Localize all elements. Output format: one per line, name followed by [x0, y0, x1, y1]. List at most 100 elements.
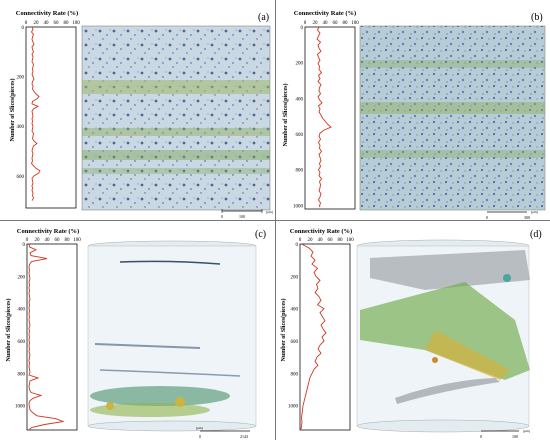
profile-plot-frame — [25, 26, 77, 209]
connected-pore-band — [360, 150, 545, 158]
y-tick-labels: 0 200 400 600 800 1000 — [288, 243, 299, 410]
large-pore — [106, 402, 114, 410]
connectivity-profile-line — [316, 26, 332, 208]
scale-tick-start: 0 — [221, 214, 223, 219]
chart-title: Connectivity Rate (%) — [290, 228, 352, 235]
scale-bar: 0 300 [μm] — [486, 210, 538, 220]
x-tick-label: 80 — [343, 21, 349, 26]
y-tick-label: 400 — [296, 97, 304, 102]
panel-divider-vertical — [275, 0, 276, 440]
connected-pore-band — [425, 330, 510, 380]
connected-pore-band — [360, 60, 545, 68]
y-tick-label: 400 — [291, 308, 299, 313]
y-tick-labels: 0 200 400 600 800 1000 — [293, 26, 304, 209]
y-tick-label: 1000 — [293, 204, 304, 209]
scale-unit: [μm] — [266, 210, 273, 214]
x-tick-label: 20 — [308, 238, 314, 243]
scale-tick-end: 100 — [239, 214, 245, 219]
y-tick-label: 800 — [291, 372, 299, 377]
panel-c-svg: Connectivity Rate (%) Number of Slices(p… — [5, 228, 266, 439]
x-tick-label: 40 — [323, 21, 329, 26]
y-tick-label: 800 — [296, 169, 304, 174]
scale-bar: 0 100 [μm] — [480, 429, 530, 439]
y-tick-label: 200 — [291, 275, 299, 280]
y-tick-label: 600 — [18, 340, 26, 345]
panel-b-svg: Connectivity Rate (%) Number of Slices(p… — [282, 10, 546, 220]
y-tick-labels: 0 200 400 600 800 1000 — [15, 243, 26, 410]
x-tick-label: 40 — [45, 238, 51, 243]
profile-plot-frame — [26, 243, 78, 431]
y-tick-label: 0 — [301, 26, 304, 31]
x-tick-label: 80 — [338, 238, 344, 243]
pore-texture — [82, 26, 270, 210]
y-tick-labels: 0 200 400 600 — [17, 26, 25, 180]
pore-cluster — [119, 260, 221, 265]
y-tick-label: 0 — [296, 243, 299, 248]
chart-title: Connectivity Rate (%) — [294, 10, 356, 17]
x-tick-label: 0 — [299, 238, 302, 243]
cylinder-bottom — [356, 419, 530, 433]
connectivity-profile-line — [28, 243, 65, 430]
profile-plot-frame — [299, 243, 351, 431]
x-tick-label: 20 — [35, 238, 41, 243]
x-tick-label: 100 — [346, 238, 354, 243]
connectivity-profile-line — [300, 243, 327, 430]
y-tick-label: 0 — [23, 243, 26, 248]
scale-tick-start: 0 — [486, 215, 488, 220]
pore-texture — [360, 26, 545, 210]
connected-pore-band — [82, 128, 270, 136]
y-tick-label: 1000 — [15, 405, 26, 410]
y-axis-label: Number of Slices(pieces) — [280, 299, 287, 362]
scale-unit: [μm] — [196, 426, 203, 430]
x-tick-label: 80 — [65, 238, 71, 243]
x-tick-labels: 0 20 40 60 80 100 — [299, 238, 355, 243]
panel-letter: (a) — [258, 12, 269, 23]
panel-c: Connectivity Rate (%) Number of Slices(p… — [0, 220, 275, 440]
panel-a: Connectivity Rate (%) Number of Slices(p… — [0, 0, 275, 220]
panel-letter: (d) — [530, 229, 542, 240]
profile-plot-frame — [304, 26, 356, 210]
connected-pore-band — [360, 102, 545, 114]
pore-cluster — [370, 250, 530, 290]
x-tick-label: 100 — [351, 21, 359, 26]
y-tick-label: 0 — [22, 26, 25, 31]
y-axis-label: Number of Slices(pieces) — [9, 79, 16, 142]
scale-tick-end: 100 — [512, 434, 518, 439]
connected-pore-band — [360, 282, 530, 380]
y-tick-label: 400 — [17, 125, 25, 130]
pore-cluster — [99, 369, 241, 377]
pore-cluster — [395, 378, 500, 404]
x-tick-label: 60 — [55, 238, 61, 243]
x-tick-label: 0 — [25, 21, 28, 26]
x-tick-label: 60 — [333, 21, 339, 26]
large-pore — [503, 274, 511, 282]
panel-d-svg: Connectivity Rate (%) Number of Slices(p… — [280, 228, 542, 439]
y-tick-label: 1000 — [288, 405, 299, 410]
y-axis-label: Number of Slices(pieces) — [5, 299, 12, 362]
chart-title: Connectivity Rate (%) — [17, 228, 79, 235]
connectivity-profile-line — [30, 26, 41, 201]
panel-letter: (c) — [255, 229, 266, 240]
x-tick-labels: 0 20 40 60 80 100 — [25, 21, 81, 26]
cylinder-bottom — [87, 420, 257, 432]
x-tick-label: 0 — [26, 238, 29, 243]
y-tick-label: 600 — [296, 133, 304, 138]
scale-unit: [μm] — [531, 210, 538, 214]
x-tick-label: 100 — [73, 238, 81, 243]
y-tick-label: 600 — [17, 175, 25, 180]
connected-pore-band — [82, 168, 270, 174]
x-tick-label: 20 — [313, 21, 319, 26]
x-tick-label: 40 — [44, 21, 50, 26]
y-tick-label: 200 — [17, 76, 25, 81]
panel-b: Connectivity Rate (%) Number of Slices(p… — [275, 0, 550, 220]
large-pore — [432, 357, 438, 363]
chart-title: Connectivity Rate (%) — [16, 10, 78, 17]
x-tick-label: 60 — [54, 21, 60, 26]
x-tick-labels: 0 20 40 60 80 100 — [304, 21, 360, 26]
scale-unit: [μm] — [523, 429, 530, 433]
x-tick-label: 0 — [304, 21, 307, 26]
connected-pore-band — [90, 386, 230, 406]
pore-cluster — [94, 343, 201, 349]
panel-d: Connectivity Rate (%) Number of Slices(p… — [275, 220, 550, 440]
